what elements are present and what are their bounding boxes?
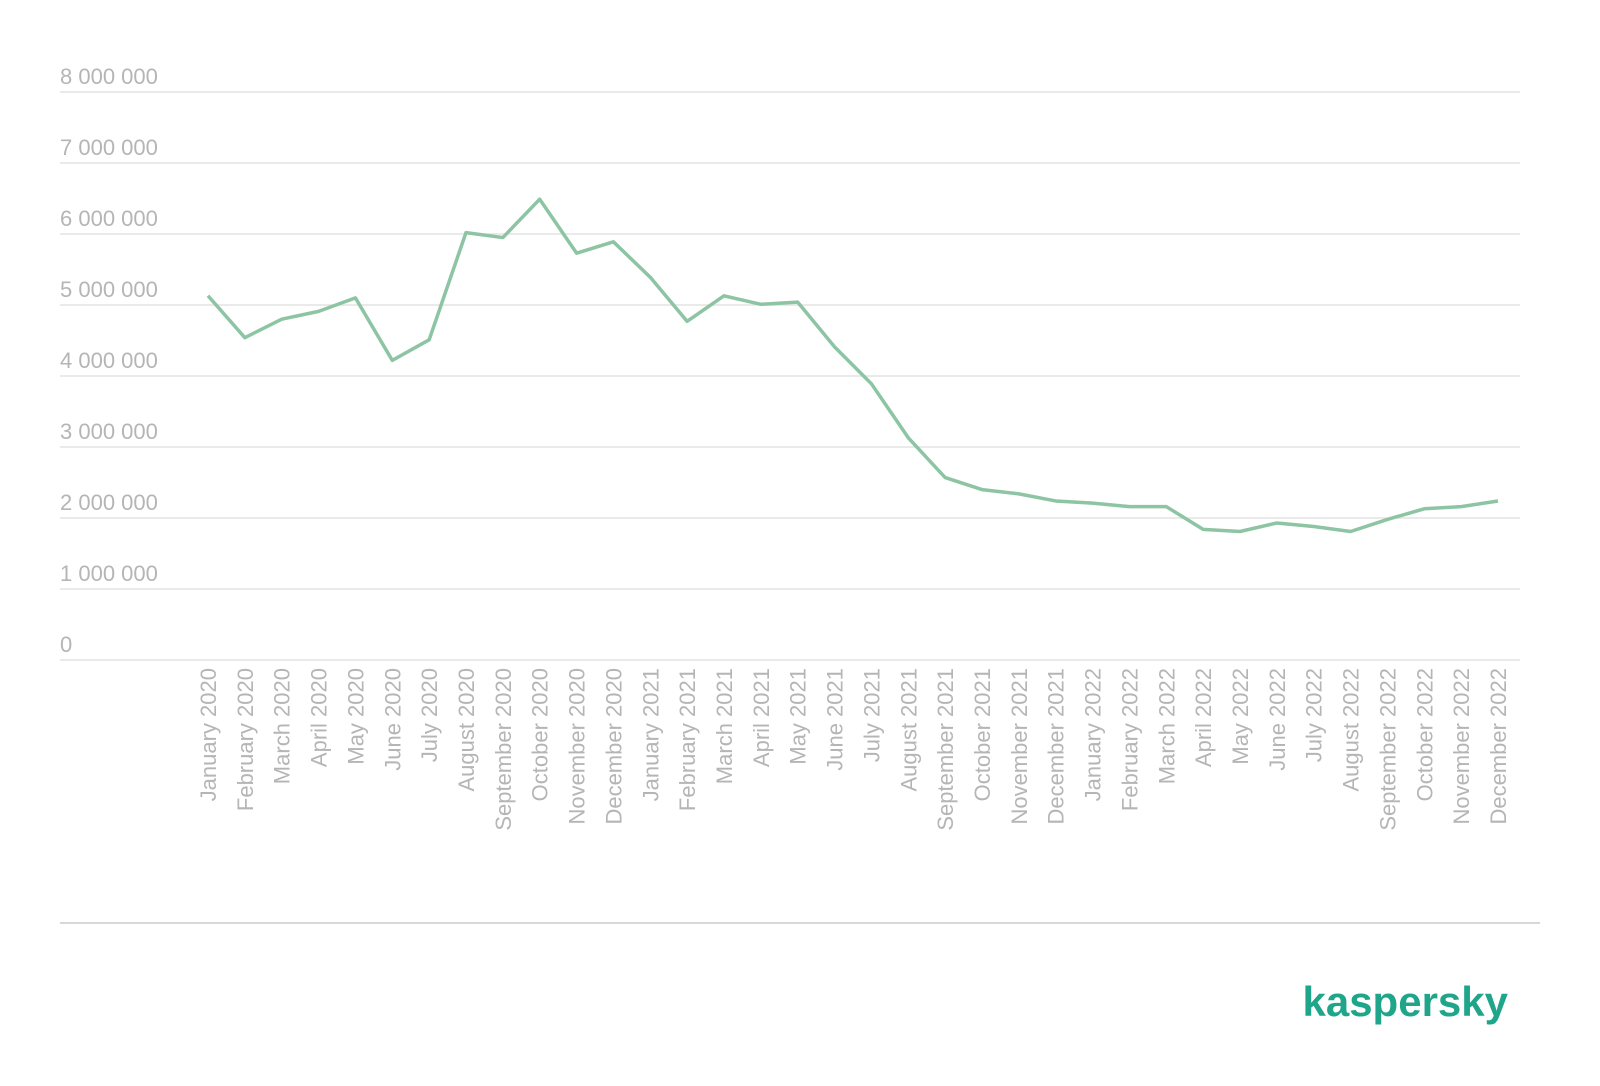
x-tick-label: October 2020 xyxy=(528,668,553,801)
x-tick-label: March 2020 xyxy=(270,668,295,784)
x-tick-label: January 2020 xyxy=(196,668,221,801)
x-tick-label: August 2022 xyxy=(1339,668,1364,792)
x-tick-label: July 2020 xyxy=(417,668,442,762)
x-tick-label: February 2022 xyxy=(1117,668,1142,811)
x-tick-label: February 2020 xyxy=(233,668,258,811)
x-tick-label: October 2022 xyxy=(1412,668,1437,801)
x-tick-label: July 2022 xyxy=(1302,668,1327,762)
x-tick-label: August 2020 xyxy=(454,668,479,792)
x-tick-label: February 2021 xyxy=(675,668,700,811)
y-tick-label: 8 000 000 xyxy=(60,64,158,89)
x-tick-label: July 2021 xyxy=(859,668,884,762)
x-tick-label: January 2022 xyxy=(1081,668,1106,801)
x-tick-label: April 2020 xyxy=(307,668,332,767)
x-tick-label: December 2022 xyxy=(1486,668,1511,825)
x-tick-label: May 2020 xyxy=(343,668,368,765)
x-tick-label: March 2022 xyxy=(1154,668,1179,784)
y-tick-label: 7 000 000 xyxy=(60,135,158,160)
y-tick-label: 3 000 000 xyxy=(60,419,158,444)
data-line xyxy=(206,197,1499,534)
x-tick-label: April 2021 xyxy=(749,668,774,767)
x-tick-label: May 2021 xyxy=(786,668,811,765)
y-tick-label: 5 000 000 xyxy=(60,277,158,302)
x-tick-label: November 2021 xyxy=(1007,668,1032,825)
x-tick-label: December 2021 xyxy=(1044,668,1069,825)
x-tick-label: November 2022 xyxy=(1449,668,1474,825)
x-tick-label: April 2022 xyxy=(1191,668,1216,767)
y-tick-label: 6 000 000 xyxy=(60,206,158,231)
x-tick-label: June 2021 xyxy=(823,668,848,771)
y-tick-label: 1 000 000 xyxy=(60,561,158,586)
x-tick-label: May 2022 xyxy=(1228,668,1253,765)
x-tick-label: March 2021 xyxy=(712,668,737,784)
x-tick-label: November 2020 xyxy=(565,668,590,825)
x-tick-label: October 2021 xyxy=(970,668,995,801)
y-tick-label: 4 000 000 xyxy=(60,348,158,373)
x-tick-label: September 2021 xyxy=(933,668,958,831)
brand-logo: kaspersky xyxy=(1302,978,1508,1025)
x-tick-label: December 2020 xyxy=(601,668,626,825)
y-tick-label: 2 000 000 xyxy=(60,490,158,515)
y-tick-label: 0 xyxy=(60,632,72,657)
x-tick-label: September 2022 xyxy=(1375,668,1400,831)
x-tick-label: August 2021 xyxy=(896,668,921,792)
x-tick-label: September 2020 xyxy=(491,668,516,831)
x-tick-label: June 2022 xyxy=(1265,668,1290,771)
x-tick-label: January 2021 xyxy=(638,668,663,801)
x-tick-label: June 2020 xyxy=(380,668,405,771)
